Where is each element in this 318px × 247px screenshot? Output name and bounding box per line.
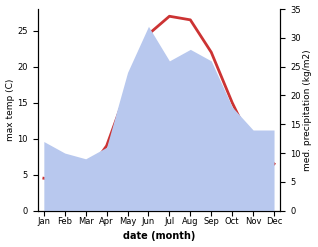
Y-axis label: max temp (C): max temp (C) [5,79,15,141]
Y-axis label: med. precipitation (kg/m2): med. precipitation (kg/m2) [303,49,313,171]
X-axis label: date (month): date (month) [123,231,195,242]
